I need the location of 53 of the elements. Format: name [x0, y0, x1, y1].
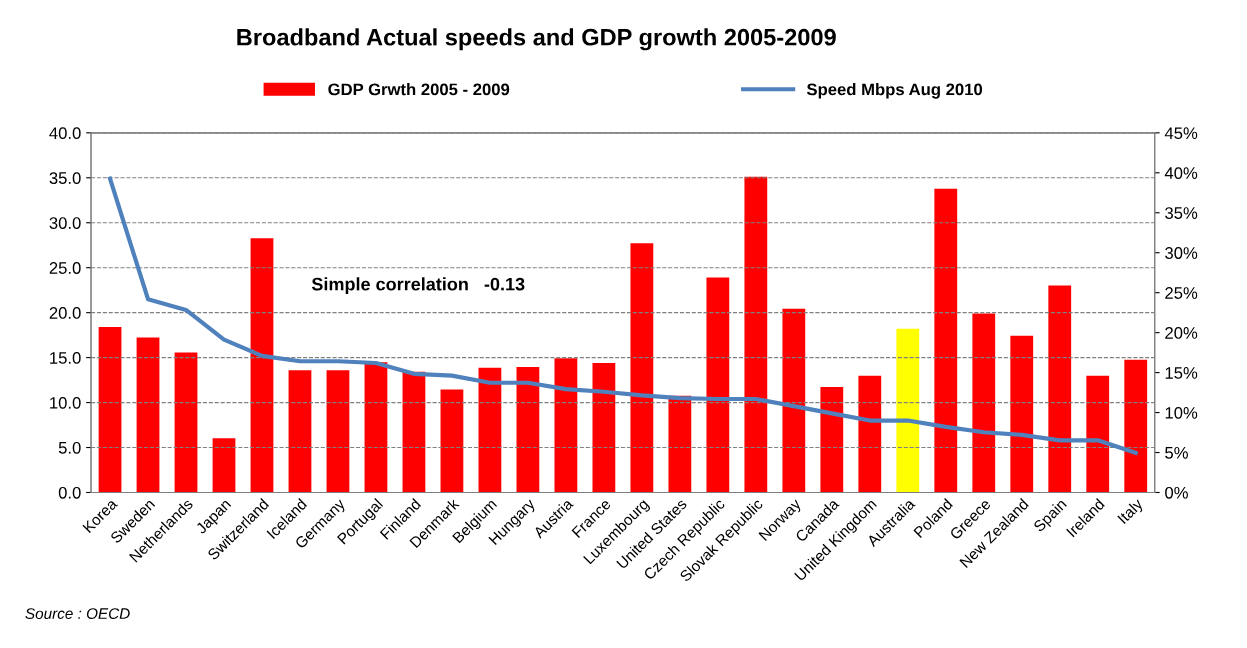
bar [744, 176, 768, 493]
bar [972, 313, 996, 493]
bar [174, 352, 198, 493]
bar [326, 370, 350, 493]
bar [1048, 285, 1072, 493]
y2-tick-label: 35% [1165, 207, 1198, 219]
bar [630, 243, 654, 493]
bar [896, 328, 920, 493]
y-tick-label: 0.0 [58, 486, 81, 499]
y2-tick-label: 0% [1165, 486, 1188, 499]
bar [402, 371, 426, 493]
bar [440, 389, 464, 493]
y-tick-label: 20.0 [49, 307, 81, 319]
bar [288, 370, 312, 493]
y-tick-label: 25.0 [49, 262, 81, 274]
y2-tick-label: 10% [1165, 406, 1198, 419]
bar [212, 438, 236, 493]
legend-label: Speed Mbps Aug 2010 [806, 83, 983, 99]
bar [1010, 335, 1034, 493]
source-note: Source : OECD [25, 608, 130, 619]
bar [820, 386, 844, 493]
y-tick-label: 35.0 [49, 172, 81, 184]
bar [516, 367, 540, 493]
y-tick-label: 40.0 [49, 127, 81, 140]
bar [554, 358, 578, 493]
bar [364, 362, 388, 493]
bar [98, 327, 122, 493]
bar [858, 375, 882, 493]
bar [478, 367, 502, 493]
bar [592, 363, 616, 493]
chart-title: Broadband Actual speeds and GDP growth 2005-2009 [237, 28, 836, 51]
y2-tick-label: 40% [1164, 167, 1198, 179]
y-tick-label: 5.0 [58, 441, 81, 454]
annotation: Simple correlation -0.13 [311, 277, 525, 295]
bar [782, 308, 806, 493]
legend-label: GDP Grwth 2005 - 2009 [328, 83, 510, 96]
y-tick-label: 10.0 [50, 396, 81, 409]
bar [1124, 359, 1148, 493]
y2-tick-label: 25% [1165, 287, 1198, 299]
bar [706, 277, 730, 493]
bar [250, 238, 274, 493]
bar [934, 188, 958, 493]
y2-tick-label: 15% [1165, 367, 1198, 379]
bar [136, 337, 160, 493]
bar [1086, 375, 1110, 493]
y2-tick-label: 45% [1164, 127, 1198, 140]
y2-tick-label: 30% [1165, 247, 1198, 259]
line-series [107, 176, 1138, 456]
y-tick-label: 15.0 [50, 352, 81, 364]
y2-tick-label: 20% [1165, 327, 1198, 339]
y2-tick-label: 5% [1165, 446, 1188, 459]
x-tick-label: Italy [1116, 497, 1146, 527]
y-tick-label: 30.0 [49, 217, 81, 229]
